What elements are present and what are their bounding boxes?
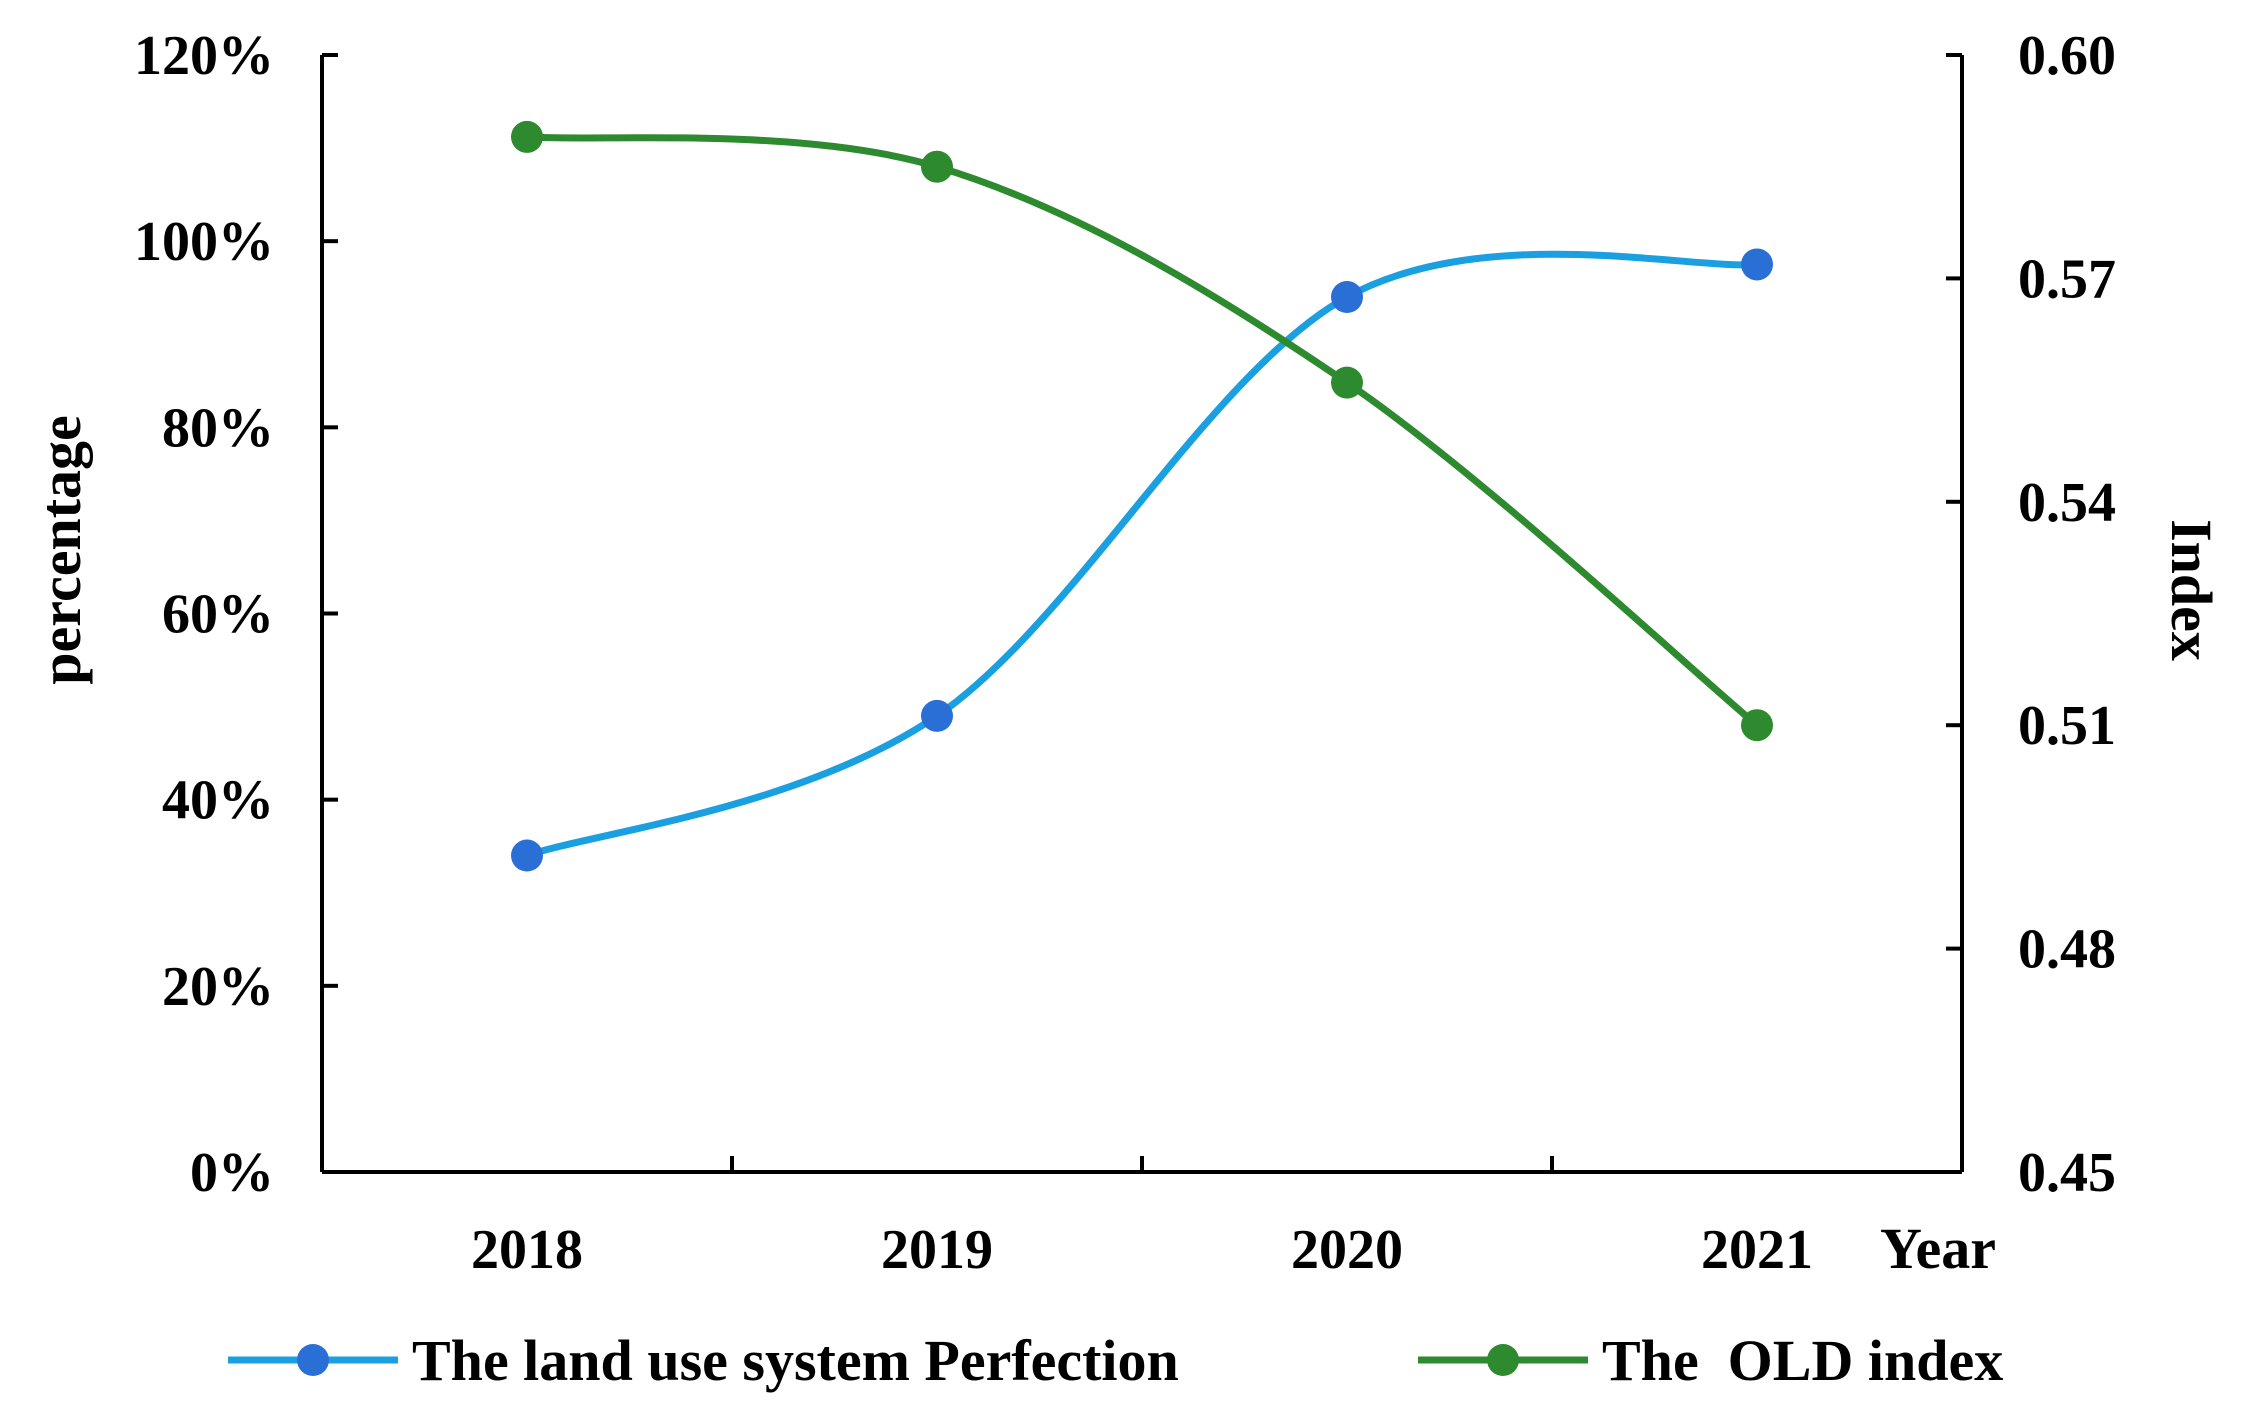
series-2-point <box>511 120 543 153</box>
series-1-point <box>1331 281 1363 314</box>
legend-swatch-marker-2 <box>1487 1344 1519 1376</box>
series-1-point <box>1741 248 1773 281</box>
legend-label-1: The land use system Perfection <box>412 1328 1179 1393</box>
y2-tick-label: 0.48 <box>2018 919 2116 981</box>
x-axis-title: Year <box>1880 1216 1996 1281</box>
y2-tick-label: 0.57 <box>2018 248 2116 310</box>
y-axis-title: percentage <box>28 415 93 685</box>
legend-label-2: The OLD index <box>1602 1328 2003 1393</box>
axes <box>320 55 1964 1174</box>
y-tick-label: 40% <box>162 770 274 832</box>
y2-tick-label: 0.54 <box>2018 472 2116 534</box>
series-line-1 <box>525 250 1758 859</box>
right-axis-ticks: 0.45 0.48 0.51 0.54 0.57 0.60 <box>1946 25 2116 1204</box>
series-line-2 <box>526 133 1760 728</box>
legend: The land use system Perfection The OLD in… <box>228 1328 2003 1393</box>
series-2-point <box>1741 709 1773 742</box>
x-axis-ticks: 2018 2019 2020 2021 <box>471 1156 1813 1281</box>
series-1-point <box>921 699 953 732</box>
x-tick-label: 2019 <box>881 1219 993 1281</box>
y-tick-label: 0% <box>190 1142 274 1204</box>
series-1-point <box>511 839 543 872</box>
x-tick-label: 2021 <box>1701 1219 1813 1281</box>
series-2-point <box>921 150 953 183</box>
y-tick-label: 80% <box>162 397 274 459</box>
y-tick-label: 120% <box>134 25 274 87</box>
y2-tick-label: 0.45 <box>2018 1142 2116 1204</box>
x-tick-label: 2018 <box>471 1219 583 1281</box>
series-layer <box>511 120 1773 872</box>
left-axis-ticks: 0% 20% 40% 60% 80% 100% 120% <box>134 25 338 1204</box>
y-tick-label: 60% <box>162 584 274 646</box>
y-tick-label: 100% <box>134 211 274 273</box>
y-tick-label: 20% <box>162 956 274 1018</box>
legend-swatch-marker-1 <box>297 1344 329 1376</box>
series-2-point <box>1331 366 1363 399</box>
y2-axis-title: Index <box>2159 519 2224 661</box>
y2-tick-label: 0.60 <box>2018 25 2116 87</box>
x-tick-label: 2020 <box>1291 1219 1403 1281</box>
y2-tick-label: 0.51 <box>2018 695 2116 757</box>
